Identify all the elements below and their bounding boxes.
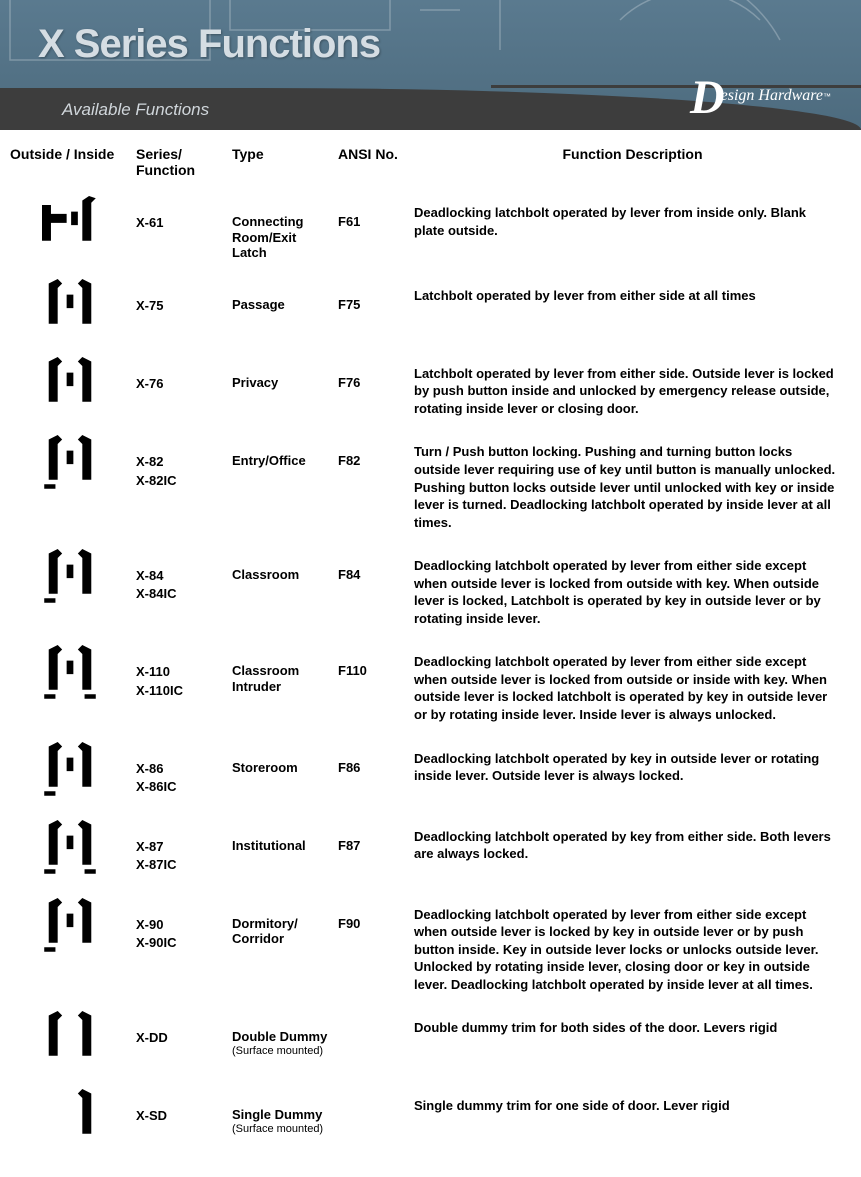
function-description: Turn / Push button locking. Pushing and …: [414, 435, 851, 531]
lever-icon: [30, 435, 110, 491]
lever-icon: [30, 1011, 110, 1067]
col-header-ansi: ANSI No.: [338, 146, 408, 162]
brand-initial: D: [690, 74, 725, 122]
function-description: Deadlocking latchbolt operated by key fr…: [414, 820, 851, 863]
series-function: X-61: [136, 196, 226, 232]
table-row: X-82X-82ICEntry/OfficeF82Turn / Push but…: [10, 435, 851, 531]
rows-container: X-61Connecting Room/Exit LatchF61Deadloc…: [10, 196, 851, 1149]
col-header-series: Series/ Function: [136, 146, 226, 178]
table-row: X-90X-90ICDormitory/ CorridorF90Deadlock…: [10, 898, 851, 994]
function-description: Deadlocking latchbolt operated by key in…: [414, 742, 851, 785]
ansi-number: F110: [338, 645, 408, 678]
lever-icon-cell: [10, 357, 130, 413]
ansi-number: [338, 1089, 408, 1107]
page-subtitle: Available Functions: [62, 100, 209, 120]
lever-icon-cell: [10, 1089, 130, 1145]
table-row: X-110X-110ICClassroom IntruderF110Deadlo…: [10, 645, 851, 723]
lever-icon: [30, 357, 110, 413]
series-function: X-110X-110IC: [136, 645, 226, 699]
lever-icon: [30, 279, 110, 335]
lever-icon-cell: [10, 820, 130, 876]
lock-type: Connecting Room/Exit Latch: [232, 196, 332, 261]
page-title: X Series Functions: [38, 22, 380, 67]
table-row: X-87X-87ICInstitutionalF87Deadlocking la…: [10, 820, 851, 880]
ansi-number: F76: [338, 357, 408, 390]
page-header: X Series Functions Available Functions D…: [0, 0, 861, 130]
type-subtext: (Surface mounted): [232, 1045, 332, 1058]
series-function: X-86X-86IC: [136, 742, 226, 796]
lock-type: Classroom: [232, 549, 332, 583]
lock-type: Privacy: [232, 357, 332, 391]
ansi-number: F75: [338, 279, 408, 312]
table-row: X-76PrivacyF76Latchbolt operated by leve…: [10, 357, 851, 418]
lock-type: Passage: [232, 279, 332, 313]
lock-type: Storeroom: [232, 742, 332, 776]
col-header-icon: Outside / Inside: [10, 146, 130, 162]
lever-icon: [30, 820, 110, 876]
lever-icon: [30, 549, 110, 605]
lever-icon-cell: [10, 645, 130, 701]
lever-icon-cell: [10, 1011, 130, 1067]
table-row: X-75PassageF75Latchbolt operated by leve…: [10, 279, 851, 339]
lever-icon-cell: [10, 196, 130, 252]
ansi-number: F61: [338, 196, 408, 229]
series-function: X-87X-87IC: [136, 820, 226, 874]
brand-logo: D esign Hardware ™: [690, 72, 831, 120]
series-function: X-SD: [136, 1089, 226, 1125]
lever-icon: [30, 1089, 110, 1145]
function-description: Deadlocking latchbolt operated by lever …: [414, 645, 851, 723]
function-description: Deadlocking latchbolt operated by lever …: [414, 549, 851, 627]
ansi-number: F90: [338, 898, 408, 931]
brand-trademark: ™: [823, 92, 831, 101]
table-row: X-SDSingle Dummy(Surface mounted) Single …: [10, 1089, 851, 1149]
table-row: X-86X-86ICStoreroomF86Deadlocking latchb…: [10, 742, 851, 802]
brand-name: esign Hardware: [721, 87, 823, 105]
function-description: Deadlocking latchbolt operated by lever …: [414, 898, 851, 994]
series-function: X-90X-90IC: [136, 898, 226, 952]
function-description: Latchbolt operated by lever from either …: [414, 279, 851, 305]
lever-icon-cell: [10, 435, 130, 491]
series-function: X-84X-84IC: [136, 549, 226, 603]
ansi-number: F86: [338, 742, 408, 775]
table-row: X-61Connecting Room/Exit LatchF61Deadloc…: [10, 196, 851, 261]
type-subtext: (Surface mounted): [232, 1123, 332, 1136]
lever-icon: [30, 645, 110, 701]
ansi-number: F87: [338, 820, 408, 853]
lever-icon: [30, 898, 110, 954]
function-description: Deadlocking latchbolt operated by lever …: [414, 196, 851, 239]
lock-type: Entry/Office: [232, 435, 332, 469]
table-row: X-84X-84ICClassroomF84Deadlocking latchb…: [10, 549, 851, 627]
lever-icon-cell: [10, 742, 130, 798]
function-description: Single dummy trim for one side of door. …: [414, 1089, 851, 1115]
table-header-row: Outside / Inside Series/ Function Type A…: [10, 146, 851, 178]
content-area: Outside / Inside Series/ Function Type A…: [0, 130, 861, 1177]
ansi-number: [338, 1011, 408, 1029]
lever-icon: [30, 196, 110, 252]
lock-type: Classroom Intruder: [232, 645, 332, 694]
col-header-desc: Function Description: [414, 146, 851, 162]
series-function: X-82X-82IC: [136, 435, 226, 489]
lever-icon-cell: [10, 279, 130, 335]
lever-icon-cell: [10, 898, 130, 954]
lock-type: Dormitory/ Corridor: [232, 898, 332, 947]
lock-type: Single Dummy(Surface mounted): [232, 1089, 332, 1136]
table-row: X-DDDouble Dummy(Surface mounted) Double …: [10, 1011, 851, 1071]
function-description: Double dummy trim for both sides of the …: [414, 1011, 851, 1037]
ansi-number: F82: [338, 435, 408, 468]
lever-icon-cell: [10, 549, 130, 605]
lever-icon: [30, 742, 110, 798]
col-header-type: Type: [232, 146, 332, 162]
ansi-number: F84: [338, 549, 408, 582]
lock-type: Institutional: [232, 820, 332, 854]
series-function: X-76: [136, 357, 226, 393]
function-description: Latchbolt operated by lever from either …: [414, 357, 851, 418]
series-function: X-75: [136, 279, 226, 315]
series-function: X-DD: [136, 1011, 226, 1047]
lock-type: Double Dummy(Surface mounted): [232, 1011, 332, 1058]
